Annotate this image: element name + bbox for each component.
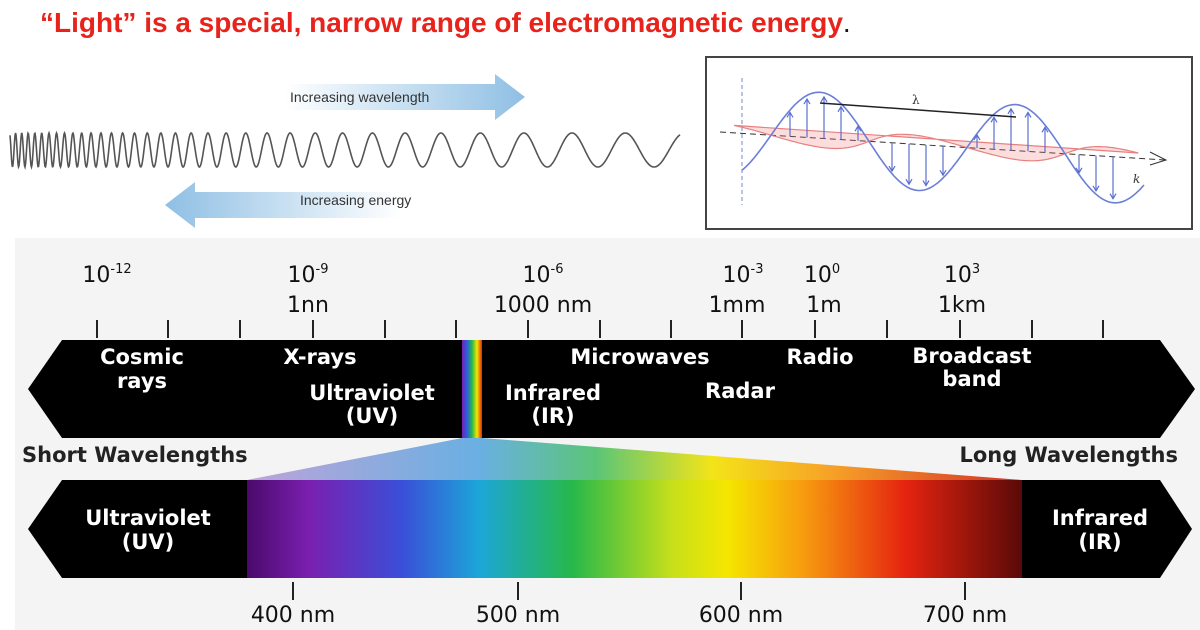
band-label: X-rays (283, 345, 356, 369)
short-wavelengths: Short Wavelengths (22, 443, 248, 467)
energy-label: Increasing energy (300, 192, 411, 208)
nm-label: 700 nm (923, 603, 1007, 628)
em-band (28, 340, 1195, 438)
inset-k-axis (719, 131, 1166, 161)
power-label: 10-6 (523, 262, 564, 288)
field-arrowhead (1075, 167, 1083, 174)
field-arrowhead (820, 95, 828, 103)
nm-label: 400 nm (251, 603, 335, 628)
lambda-label: λ (912, 93, 920, 107)
inset-field-arrows (786, 95, 1117, 200)
band-label: Cosmic (100, 345, 184, 369)
field-arrowhead (1024, 111, 1032, 118)
power-exp: 0 (832, 262, 840, 277)
unit-label: 1nn (287, 293, 329, 318)
power-label: 103 (944, 262, 980, 288)
title: “Light” is a special, narrow range of el… (40, 7, 851, 38)
unit-label: 1mm (709, 293, 766, 318)
field-arrowhead (922, 180, 930, 187)
uv-arrow (28, 480, 247, 578)
inset-b-wave (741, 91, 1145, 204)
k-label: k (1133, 172, 1140, 186)
title-period: . (843, 7, 851, 38)
uv-label: Ultraviolet (85, 506, 211, 530)
power-exp: -6 (551, 262, 564, 277)
wavelength-label: Increasing wavelength (290, 89, 429, 105)
band-label: Broadcast (912, 344, 1031, 368)
wavelength-arrow (285, 74, 525, 120)
power-label: 10-12 (82, 262, 131, 288)
unit-label: 1km (938, 293, 986, 318)
field-arrowhead (837, 105, 845, 113)
nm-label: 500 nm (476, 603, 560, 628)
band-label: rays (117, 369, 167, 393)
band-label: Microwaves (570, 345, 709, 369)
energy-arrow (165, 182, 400, 228)
scale-ticks (96, 320, 1104, 338)
power-exp: 3 (972, 262, 980, 277)
nm-label: 600 nm (699, 603, 783, 628)
em-wave (9, 130, 681, 171)
field-arrowhead (1092, 185, 1100, 193)
spectrum-fan (247, 438, 1022, 480)
ir-label: Infrared (1052, 506, 1148, 530)
field-arrowhead (939, 169, 947, 177)
lambda-bar (819, 102, 1017, 118)
unit-label: 1m (806, 293, 841, 318)
field-arrowhead (854, 125, 862, 132)
field-arrowhead (1109, 193, 1117, 200)
field-arrowhead (786, 111, 794, 118)
field-arrowhead (905, 178, 913, 186)
ir-arrow (1022, 480, 1192, 578)
band-label: (UV) (346, 404, 399, 428)
uv-label: (UV) (122, 530, 175, 554)
power-base: 10 (288, 263, 316, 288)
band-label: (IR) (531, 404, 574, 428)
band-label: Radar (705, 379, 776, 403)
power-base: 10 (82, 263, 110, 288)
power-label: 10-3 (723, 262, 764, 288)
power-label: 10-9 (288, 262, 329, 288)
field-arrowhead (1007, 107, 1015, 115)
power-base: 10 (523, 263, 551, 288)
visible-spectrum (247, 480, 1022, 578)
inset-k-arrowhead (1149, 151, 1168, 166)
field-arrowhead (990, 116, 998, 123)
ir-label: (IR) (1078, 530, 1121, 554)
band-label: Infrared (505, 381, 601, 405)
power-label: 100 (804, 262, 840, 288)
power-exp: -9 (316, 262, 329, 277)
title-text: “Light” is a special, narrow range of el… (40, 7, 843, 38)
power-exp: -3 (751, 262, 764, 277)
inset-e-wave (733, 124, 1139, 162)
field-arrowhead (803, 97, 811, 105)
power-base: 10 (723, 263, 751, 288)
visible-stripe (462, 340, 482, 438)
band-label: band (942, 367, 1001, 391)
nm-scale: 400 nm 500 nm 600 nm 700 nm (251, 582, 1007, 628)
field-arrowhead (973, 133, 981, 141)
power-exp: -12 (110, 262, 131, 277)
unit-label: 1000 nm (494, 293, 592, 318)
field-arrowhead (888, 165, 896, 173)
power-base: 10 (944, 263, 972, 288)
long-wavelengths: Long Wavelengths (959, 443, 1178, 467)
band-label: Ultraviolet (309, 381, 435, 405)
power-base: 10 (804, 263, 832, 288)
band-label: Radio (787, 345, 854, 369)
field-arrowhead (1041, 126, 1049, 133)
